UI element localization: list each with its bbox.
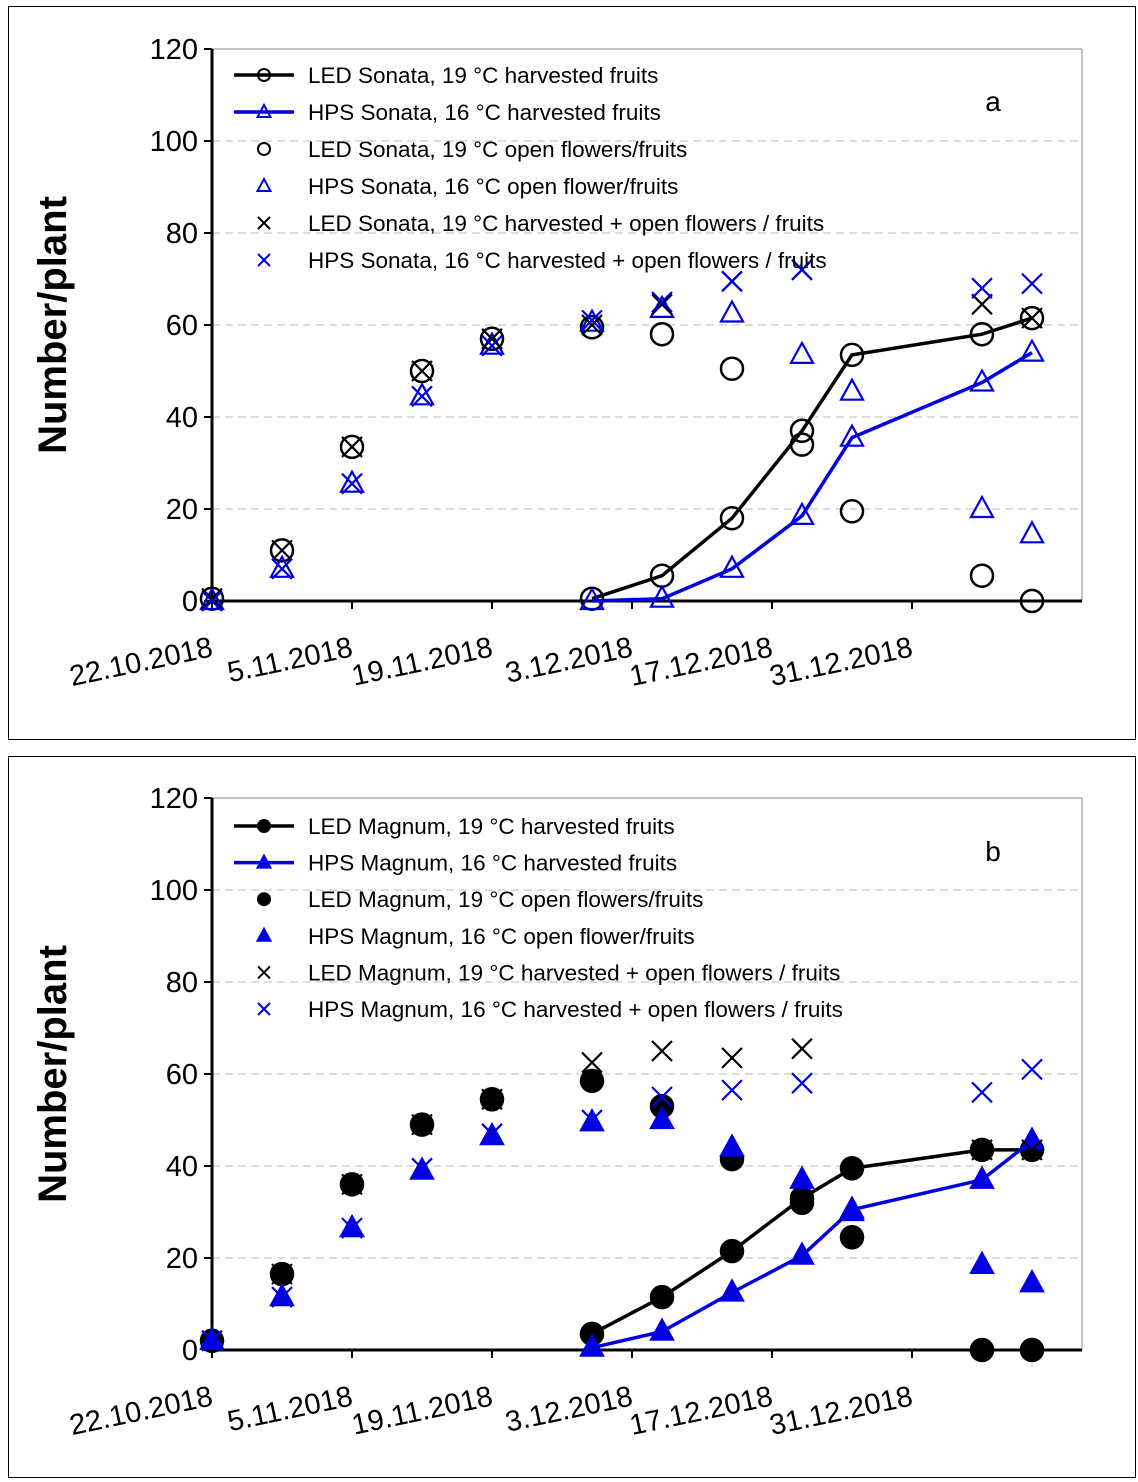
chart-panel-a [8,6,1136,740]
chart-panel-b [8,756,1136,1478]
